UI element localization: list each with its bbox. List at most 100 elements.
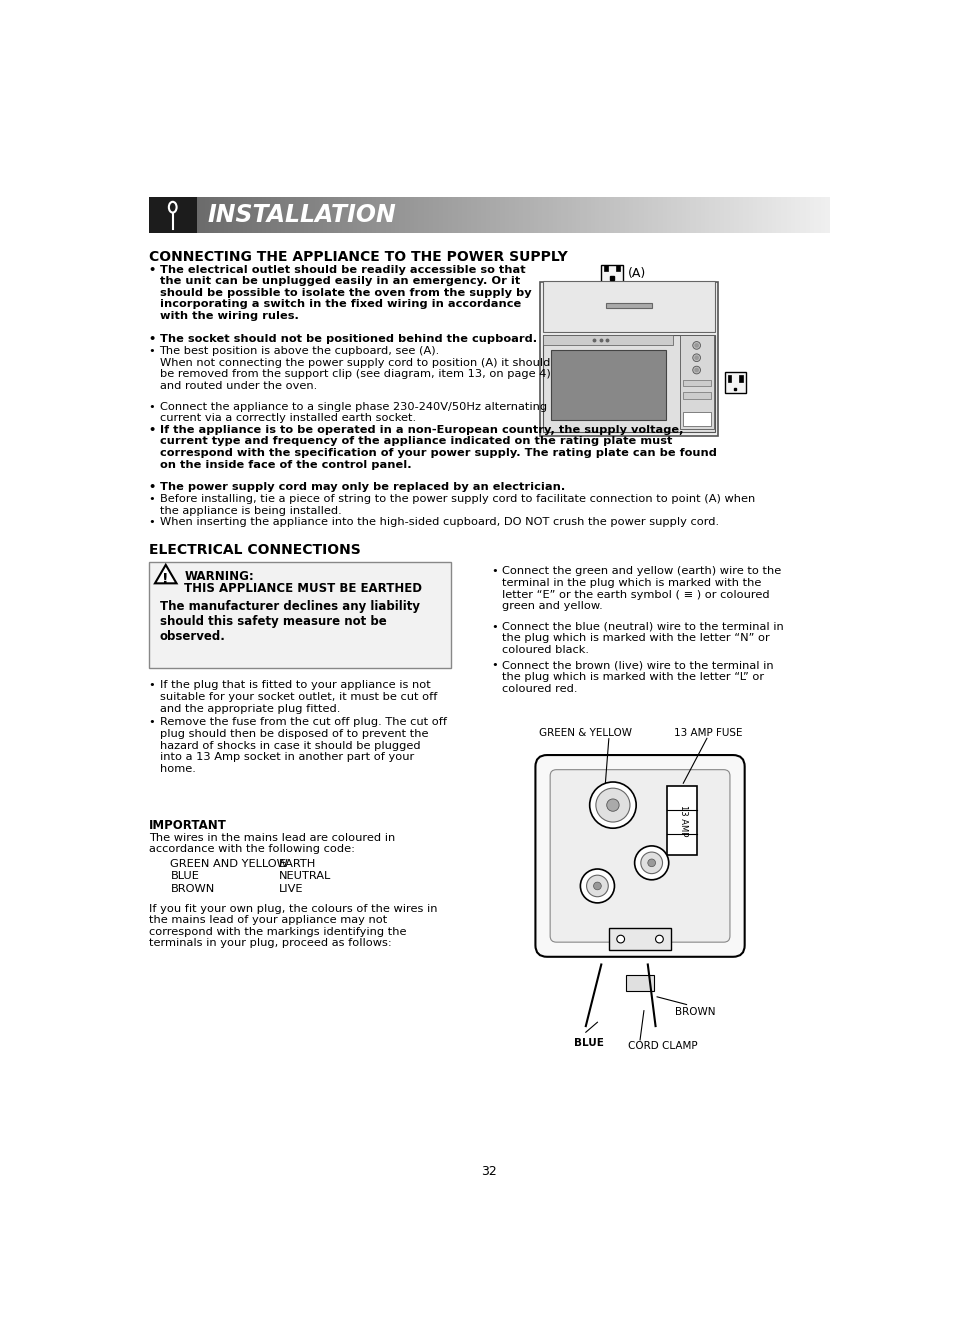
Bar: [677, 197, 679, 233]
Bar: [736, 197, 739, 233]
Bar: [590, 197, 593, 233]
Bar: [604, 265, 608, 270]
Bar: [563, 197, 565, 233]
Bar: [224, 197, 227, 233]
Bar: [247, 197, 250, 233]
Bar: [628, 197, 631, 233]
Bar: [782, 197, 784, 233]
Bar: [769, 197, 772, 233]
Bar: [586, 197, 589, 233]
Bar: [300, 197, 302, 233]
Text: IMPORTANT: IMPORTANT: [149, 819, 227, 832]
Text: BROWN: BROWN: [171, 883, 214, 894]
Bar: [252, 197, 253, 233]
Bar: [778, 197, 781, 233]
Bar: [595, 197, 597, 233]
Bar: [753, 197, 755, 233]
Bar: [694, 197, 696, 233]
Bar: [635, 197, 637, 233]
Circle shape: [694, 344, 699, 348]
Bar: [337, 197, 340, 233]
Bar: [473, 197, 475, 233]
Text: Before installing, tie a piece of string to the power supply cord to facilitate : Before installing, tie a piece of string…: [159, 494, 754, 515]
Bar: [713, 197, 715, 233]
Bar: [656, 197, 659, 233]
Bar: [679, 197, 681, 233]
Bar: [398, 197, 401, 233]
Bar: [257, 197, 260, 233]
Bar: [738, 197, 740, 233]
Bar: [213, 197, 216, 233]
Bar: [367, 197, 370, 233]
Bar: [285, 197, 288, 233]
Bar: [809, 197, 812, 233]
Bar: [673, 197, 675, 233]
Bar: [226, 197, 229, 233]
Bar: [546, 197, 549, 233]
Bar: [452, 197, 454, 233]
Bar: [820, 197, 822, 233]
Text: •: •: [149, 718, 155, 727]
Bar: [786, 197, 789, 233]
Bar: [412, 197, 414, 233]
Bar: [238, 197, 241, 233]
Bar: [386, 197, 389, 233]
Bar: [222, 197, 224, 233]
Bar: [788, 197, 791, 233]
Bar: [682, 393, 710, 398]
Bar: [283, 197, 285, 233]
Bar: [518, 197, 521, 233]
Circle shape: [640, 852, 661, 874]
Bar: [740, 197, 742, 233]
Bar: [457, 197, 460, 233]
Bar: [388, 197, 391, 233]
Bar: [544, 197, 546, 233]
Bar: [720, 197, 723, 233]
Bar: [616, 197, 618, 233]
Bar: [696, 197, 699, 233]
Bar: [614, 197, 616, 233]
Bar: [750, 197, 753, 233]
Bar: [784, 197, 786, 233]
Bar: [443, 197, 445, 233]
Text: •: •: [149, 681, 155, 690]
Text: CONNECTING THE APPLIANCE TO THE POWER SUPPLY: CONNECTING THE APPLIANCE TO THE POWER SU…: [149, 250, 567, 264]
Bar: [348, 197, 351, 233]
Bar: [483, 197, 485, 233]
Bar: [682, 380, 710, 386]
Bar: [517, 197, 519, 233]
Bar: [597, 197, 599, 233]
Bar: [739, 376, 742, 381]
Bar: [253, 197, 256, 233]
Bar: [542, 334, 715, 433]
Bar: [532, 197, 534, 233]
Text: •: •: [149, 517, 155, 527]
Bar: [755, 197, 757, 233]
Bar: [196, 197, 199, 233]
Bar: [593, 197, 595, 233]
Bar: [771, 197, 774, 233]
Bar: [419, 197, 422, 233]
Bar: [445, 197, 448, 233]
Bar: [287, 197, 290, 233]
Circle shape: [692, 354, 700, 361]
Text: GREEN AND YELLOW: GREEN AND YELLOW: [171, 859, 288, 868]
Bar: [361, 197, 363, 233]
Text: Connect the green and yellow (earth) wire to the
terminal in the plug which is m: Connect the green and yellow (earth) wir…: [501, 566, 781, 611]
Bar: [626, 197, 629, 233]
Bar: [767, 197, 770, 233]
Bar: [727, 376, 731, 381]
Bar: [268, 197, 271, 233]
Bar: [203, 197, 205, 233]
Bar: [734, 197, 736, 233]
Bar: [539, 281, 718, 436]
Bar: [708, 197, 711, 233]
Bar: [220, 197, 222, 233]
Bar: [508, 197, 511, 233]
Text: •: •: [149, 346, 155, 356]
FancyBboxPatch shape: [550, 770, 729, 942]
Bar: [476, 197, 479, 233]
Circle shape: [692, 366, 700, 374]
Bar: [536, 197, 538, 233]
Text: The electrical outlet should be readily accessible so that
the unit can be unplu: The electrical outlet should be readily …: [159, 265, 531, 321]
